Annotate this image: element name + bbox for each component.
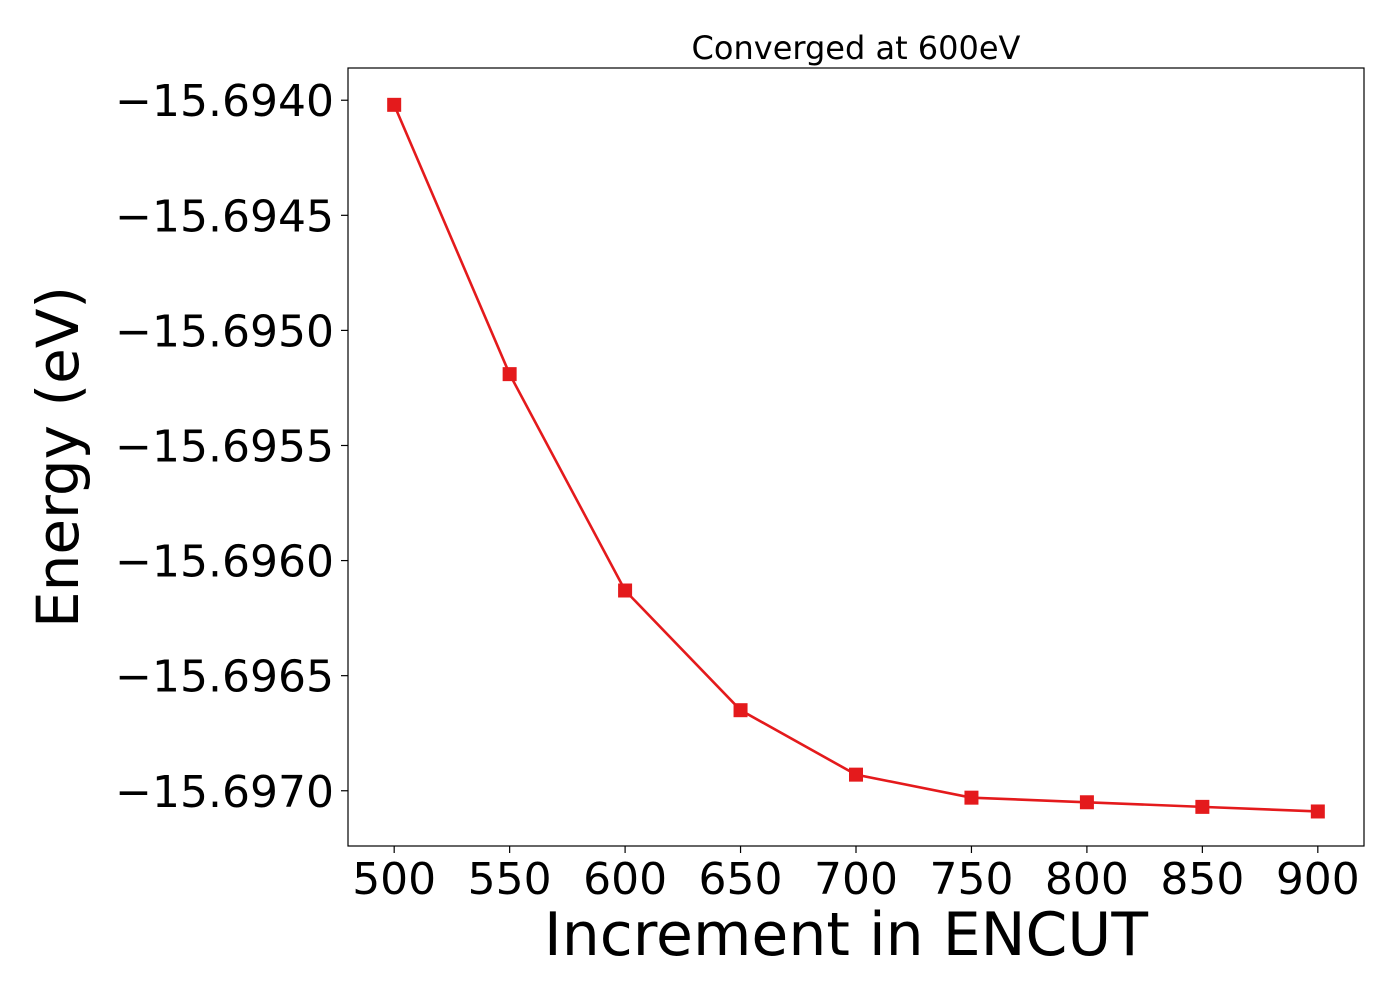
x-tick-label: 900 [1276,854,1360,905]
data-point-marker [964,790,979,805]
data-point-marker [733,703,748,718]
x-tick-label: 750 [929,854,1013,905]
y-tick-label: −15.6955 [115,421,334,472]
y-tick-label: −15.6970 [115,767,334,818]
data-point-marker [618,583,633,598]
x-tick-label: 550 [468,854,552,905]
x-tick-label: 850 [1160,854,1244,905]
data-point-marker [1079,795,1094,810]
y-tick-label: −15.6960 [115,537,334,588]
plot-area-frame [347,67,1365,847]
series-layer [387,97,1325,819]
data-point-marker [1310,804,1325,819]
x-tick-label: 600 [583,854,667,905]
y-tick-label: −15.6945 [115,191,334,242]
y-axis-label: Energy (eV) [24,286,92,628]
series-line [392,104,1318,813]
x-axis-label: Increment in ENCUT [544,900,1148,970]
y-axis-ticks: −15.6940 −15.6945 −15.6950 −15.6955 −15.6960… [115,76,348,818]
x-axis-ticks: 500 550 600 650 700 750 800 850 900 [352,846,1360,905]
y-tick-label: −15.6940 [115,76,334,127]
data-point-marker [387,97,402,112]
y-tick-label: −15.6965 [115,652,334,703]
data-point-marker [502,367,517,382]
chart-title: Converged at 600eV [692,29,1021,67]
data-point-marker [849,767,863,782]
x-tick-label: 800 [1045,854,1129,905]
data-point-marker [1195,799,1210,814]
x-tick-label: 700 [814,854,898,905]
y-tick-label: −15.6950 [115,306,334,357]
x-tick-label: 650 [699,854,783,905]
x-tick-label: 500 [352,854,436,905]
